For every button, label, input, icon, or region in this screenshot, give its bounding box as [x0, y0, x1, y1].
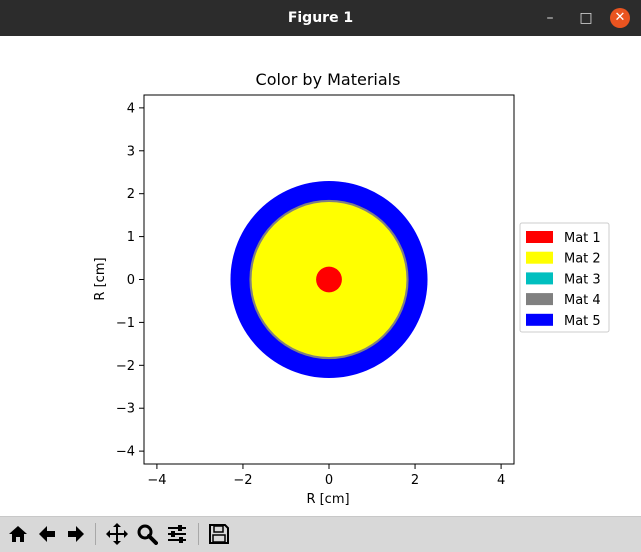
y-tick-label: 2: [127, 187, 135, 202]
y-tick-label: −3: [116, 402, 135, 417]
legend: Mat 1 Mat 2 Mat 3 Mat 4 Mat 5: [519, 222, 610, 333]
toolbar-separator: [198, 523, 199, 545]
legend-label: Mat 4: [564, 293, 601, 308]
back-button[interactable]: [34, 521, 60, 547]
home-button[interactable]: [5, 521, 31, 547]
y-axis-label: R [cm]: [93, 257, 108, 300]
region-mat-1: [316, 266, 342, 293]
y-tick-label: 1: [127, 230, 135, 245]
home-icon: [9, 526, 27, 542]
x-tick-label: 2: [411, 473, 419, 488]
legend-label: Mat 3: [564, 272, 601, 287]
maximize-icon[interactable]: □: [579, 10, 593, 26]
window-titlebar: Figure 1 – □ ✕: [0, 0, 641, 36]
zoom-button[interactable]: [134, 521, 160, 547]
y-tick-label: 4: [127, 101, 135, 116]
x-tick-label: 4: [497, 473, 505, 488]
figure-canvas[interactable]: Color by Materials −4 −2 0 2 4 −4 −3 −2 −1 0 1 2 3 4…: [0, 36, 641, 516]
minimize-icon[interactable]: –: [546, 10, 554, 26]
floppy-disk-icon: [209, 524, 229, 544]
magnifier-icon: [137, 524, 158, 545]
toolbar-separator: [95, 523, 96, 545]
forward-arrow-icon: [68, 526, 84, 542]
y-tick-label: 3: [127, 144, 135, 159]
window-title: Figure 1: [287, 10, 354, 26]
chart-title: Color by Materials: [256, 70, 401, 89]
sliders-icon: [168, 525, 186, 543]
x-axis-label: R [cm]: [306, 492, 349, 507]
x-tick-label: 0: [325, 473, 333, 488]
y-tick-label: −4: [116, 445, 135, 460]
chart-svg: Color by Materials −4 −2 0 2 4 −4 −3 −2 −1 0 1 2 3 4…: [93, 70, 610, 507]
x-tick-label: −2: [233, 473, 252, 488]
back-arrow-icon: [39, 526, 55, 542]
legend-swatch: [526, 272, 553, 285]
legend-label: Mat 5: [564, 314, 601, 329]
y-tick-label: 0: [127, 273, 135, 288]
navigation-toolbar: [0, 516, 641, 552]
y-tick-label: −2: [116, 359, 135, 374]
close-icon[interactable]: ✕: [610, 8, 630, 28]
legend-swatch: [526, 313, 553, 326]
pan-button[interactable]: [104, 521, 130, 547]
legend-swatch: [526, 231, 553, 243]
configure-subplots-button[interactable]: [164, 521, 190, 547]
y-tick-label: −1: [116, 316, 135, 331]
legend-swatch: [526, 293, 553, 306]
forward-button[interactable]: [63, 521, 89, 547]
save-button[interactable]: [206, 521, 232, 547]
legend-swatch: [526, 251, 553, 264]
move-icon: [106, 523, 128, 545]
legend-label: Mat 1: [564, 231, 601, 246]
x-tick-label: −4: [147, 473, 166, 488]
legend-label: Mat 2: [564, 252, 601, 267]
